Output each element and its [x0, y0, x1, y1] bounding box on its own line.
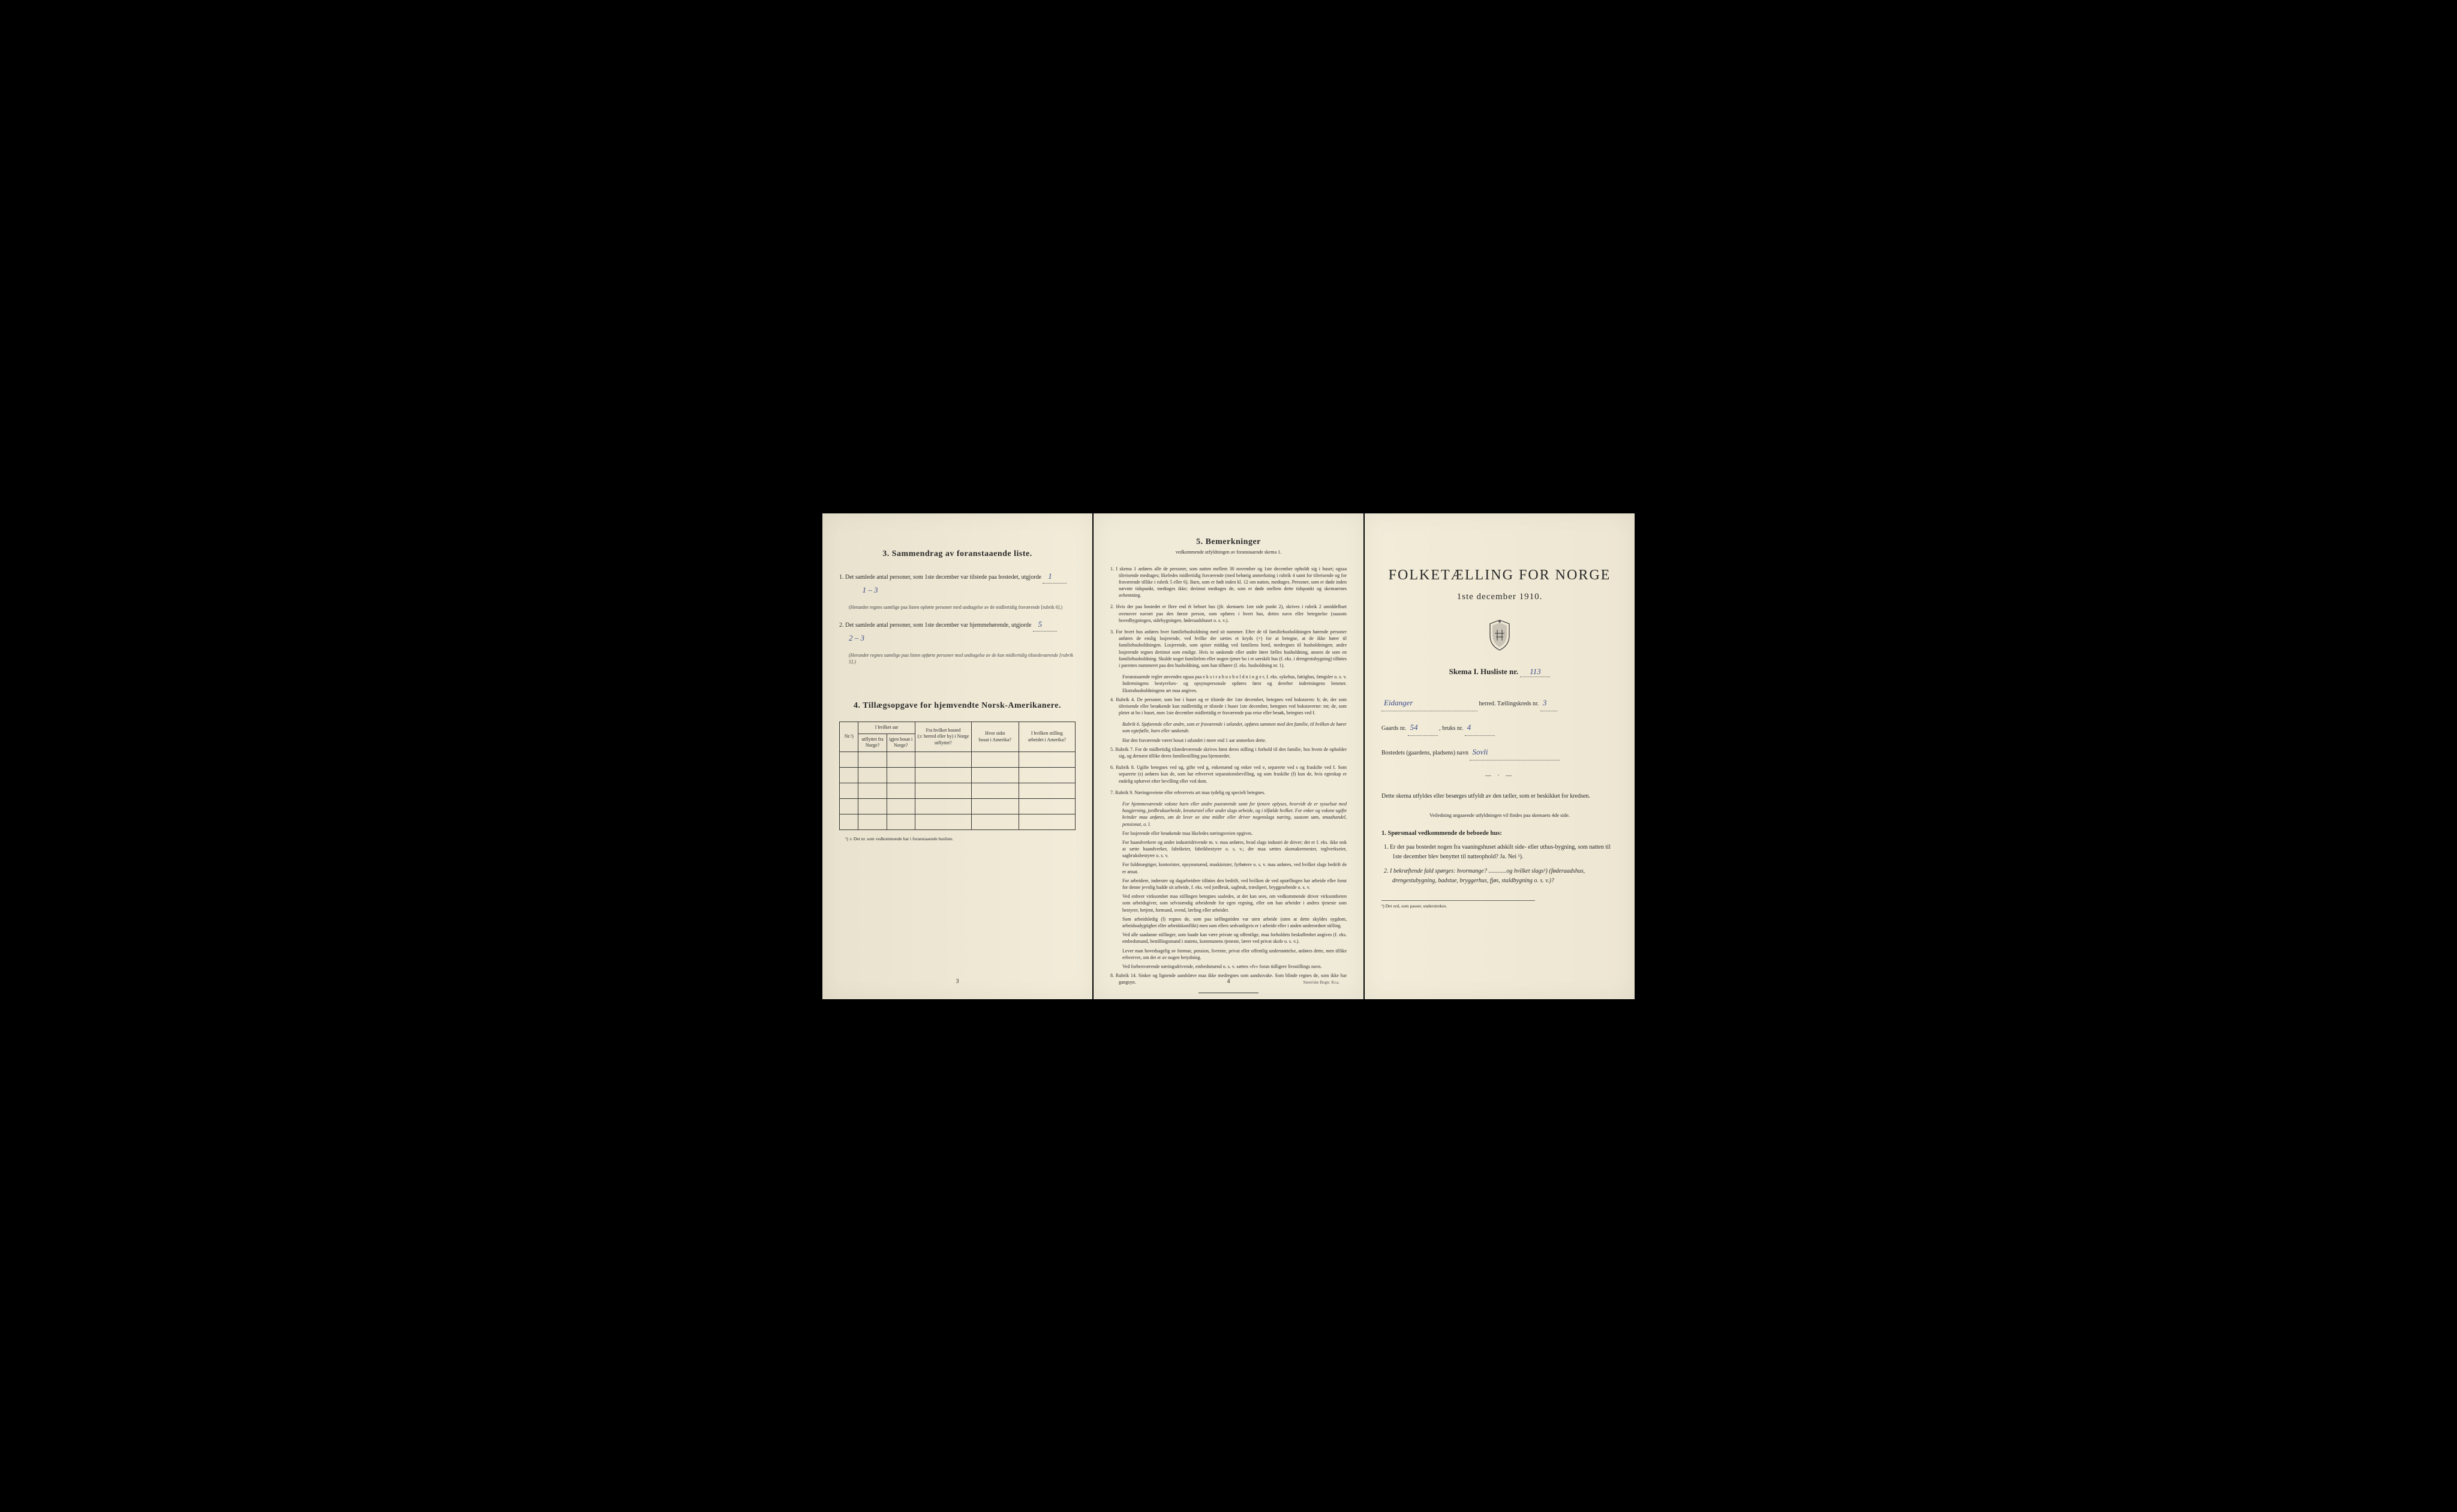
remarks-subtitle: vedkommende utfyldningen av foranstaaend…: [1110, 549, 1347, 555]
herred-line: Eidanger herred. Tællingskreds nr. 3: [1381, 695, 1618, 711]
table-row: [840, 814, 1076, 829]
remark-4-sub1: Rubrik 6. Sjøfarende eller andre, som er…: [1110, 721, 1347, 734]
coat-of-arms-icon: [1381, 619, 1618, 653]
remark-7-sub7: Som arbeidsledig (l) regnes de, som paa …: [1110, 916, 1347, 929]
question-2: 2. I bekræftende fald spørges: hvormange…: [1392, 867, 1618, 886]
summary-item-2: 2. Det samlede antal personer, som 1ste …: [839, 618, 1076, 645]
page-1-cover: FOLKETÆLLING FOR NORGE 1ste december 191…: [1365, 513, 1635, 999]
question-1: 1. Er der paa bostedet nogen fra vaaning…: [1392, 843, 1618, 862]
remark-6: 6. Rubrik 8. Ugifte betegnes ved ug, gif…: [1110, 764, 1347, 784]
gaard-line: Gaards nr. 54 , bruks nr. 4: [1381, 720, 1618, 736]
page-number: 3: [956, 978, 959, 985]
table-row: [840, 767, 1076, 783]
th-from: Fra hvilket bosted (ɔ: herred eller by) …: [915, 722, 971, 752]
remark-7-sub10: Ved forhenværende næringsdrivende, embed…: [1110, 963, 1347, 970]
skema-line: Skema I. Husliste nr. 113: [1381, 667, 1618, 677]
gaard-prefix: Gaards nr.: [1381, 725, 1406, 732]
census-date: 1ste december 1910.: [1381, 592, 1618, 602]
remarks-list: 1. I skema 1 anføres alle de personer, s…: [1110, 566, 1347, 986]
main-title: FOLKETÆLLING FOR NORGE: [1381, 567, 1618, 584]
remark-7-sub6: Ved enhver virksomhet maa stillingen bet…: [1110, 893, 1347, 913]
th-returned: igjen bosat i Norge?: [887, 734, 915, 752]
remark-7-sub4: For fuldmægtiger, kontorister, opsynsmæn…: [1110, 861, 1347, 874]
remark-4: 4. Rubrik 4. De personer, som bor i huse…: [1110, 696, 1347, 717]
th-nr: Nr.¹): [840, 722, 858, 752]
th-position: I hvilken stilling arbeidet i Amerika?: [1019, 722, 1075, 752]
table-row: [840, 752, 1076, 767]
question-footnote: ¹) Det ord, som passer, understrekes.: [1381, 900, 1535, 909]
remark-7-sub2: For losjerende eller besøkende maa likel…: [1110, 830, 1347, 837]
herred-suffix: herred. Tællingskreds nr.: [1479, 701, 1539, 707]
item1-range: 1 – 3: [863, 585, 878, 594]
section-4-title: 4. Tillægsopgave for hjemvendte Norsk-Am…: [839, 701, 1076, 711]
remarks-title: 5. Bemerkninger: [1110, 537, 1347, 547]
item2-text: 2. Det samlede antal personer, som 1ste …: [839, 622, 1031, 629]
bosted-line: Bostedets (gaardens, pladsens) navn Sovl…: [1381, 744, 1618, 760]
herred-name: Eidanger: [1381, 695, 1477, 711]
printer-note: Steen'ske Bogtr. Kr.a.: [1303, 980, 1339, 985]
page-4-remarks: 5. Bemerkninger vedkommende utfyldningen…: [1094, 513, 1363, 999]
remark-7-sub3: For haandverkere og andre industridriven…: [1110, 839, 1347, 859]
remark-7-sub9: Lever man hovedsagelig av formue, pensio…: [1110, 948, 1347, 961]
remark-5: 5. Rubrik 7. For de midlertidig tilstede…: [1110, 746, 1347, 759]
bruks-nr: 4: [1465, 720, 1495, 736]
item2-value: 5: [1033, 618, 1057, 632]
emigrant-table-section: Nr.¹) I hvilket aar Fra hvilket bosted (…: [839, 722, 1076, 841]
emigrant-table-body: [840, 752, 1076, 829]
bosted-name: Sovli: [1470, 744, 1560, 760]
table-footnote: ¹) ɔ: Det nr. som vedkommende har i fora…: [839, 836, 1076, 841]
section-3-title: 3. Sammendrag av foranstaaende liste.: [839, 549, 1076, 559]
item1-fineprint: (Herunder regnes samtlige paa listen opf…: [839, 604, 1076, 611]
gaard-nr: 54: [1408, 720, 1438, 736]
bruks-prefix: , bruks nr.: [1439, 725, 1463, 732]
remark-3: 3. For hvert hus anføres hver familiehus…: [1110, 629, 1347, 669]
th-where: Hvor sidst bosat i Amerika?: [972, 722, 1019, 752]
page-3-summary: 3. Sammendrag av foranstaaende liste. 1.…: [822, 513, 1092, 999]
remark-7-sub8: Ved alle saadanne stillinger, som baade …: [1110, 931, 1347, 945]
th-year: I hvilket aar: [858, 722, 915, 734]
remark-2: 2. Hvis der paa bostedet er flere end ét…: [1110, 603, 1347, 624]
guidance-note: Veiledning angaaende utfyldningen vil fi…: [1381, 812, 1618, 818]
ornament-divider: — · —: [1381, 772, 1618, 779]
table-row: [840, 783, 1076, 798]
instruction-block: Dette skema utfyldes eller besørges utfy…: [1381, 791, 1618, 801]
husliste-nr: 113: [1520, 667, 1550, 677]
item2-range: 2 – 3: [849, 633, 864, 642]
item1-value: 1: [1043, 570, 1067, 584]
remark-7-sub5: For arbeidere, inderster og dagarbeidere…: [1110, 877, 1347, 891]
th-emigrated: utflyttet fra Norge?: [858, 734, 887, 752]
census-document: 3. Sammendrag av foranstaaende liste. 1.…: [822, 513, 1635, 999]
skema-label: Skema I. Husliste nr.: [1449, 667, 1518, 676]
item1-text: 1. Det samlede antal personer, som 1ste …: [839, 574, 1041, 581]
summary-item-1: 1. Det samlede antal personer, som 1ste …: [839, 570, 1076, 597]
remark-4-sub2: Har den fraværende været bosat i utlande…: [1110, 737, 1347, 744]
kreds-nr: 3: [1540, 695, 1557, 711]
remark-7-sub1: For hjemmeværende voksne barn eller andr…: [1110, 801, 1347, 828]
questions-heading: 1. Spørsmaal vedkommende de beboede hus:: [1381, 830, 1618, 837]
emigrant-table: Nr.¹) I hvilket aar Fra hvilket bosted (…: [839, 722, 1076, 829]
table-row: [840, 798, 1076, 814]
remark-1: 1. I skema 1 anføres alle de personer, s…: [1110, 566, 1347, 599]
item2-fineprint: (Herunder regnes samtlige paa listen opf…: [839, 652, 1076, 665]
page-number: 4: [1227, 978, 1230, 985]
bosted-prefix: Bostedets (gaardens, pladsens) navn: [1381, 750, 1468, 756]
remark-7: 7. Rubrik 9. Næringsveiene eller erhverv…: [1110, 789, 1347, 796]
remark-3-sub: Foranstaaende regler anvendes ogsaa paa …: [1110, 674, 1347, 694]
